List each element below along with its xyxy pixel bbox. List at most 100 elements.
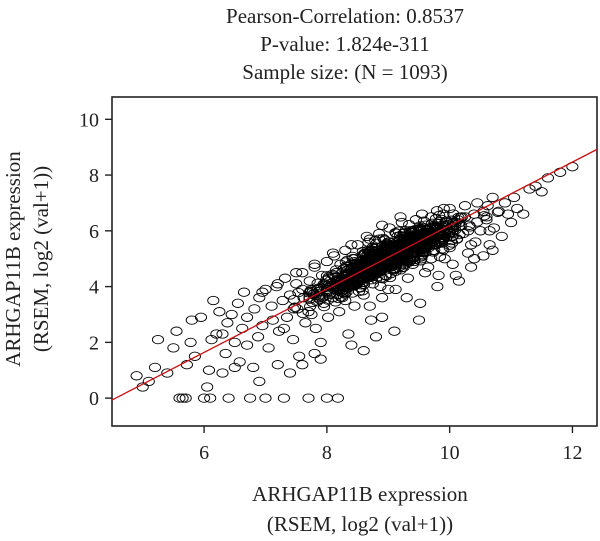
data-point [290,279,303,289]
data-point [415,209,429,219]
data-point [244,393,257,403]
data-point [416,249,429,260]
data-point [471,217,484,227]
scatter-points [130,162,579,403]
data-point [487,223,500,233]
data-point [362,273,375,283]
data-point [433,210,446,221]
data-point [352,286,366,297]
data-point [346,251,359,262]
data-point [348,301,361,311]
data-point [237,287,251,297]
data-point [422,262,435,272]
data-point [486,192,499,203]
x-tick-label: 12 [562,442,582,464]
data-point [486,245,499,255]
data-point [394,212,407,222]
y-tick-label: 10 [79,109,99,131]
data-point [296,308,309,319]
data-point [338,289,351,299]
data-point [231,298,244,308]
data-point [449,270,462,281]
data-point [465,240,478,250]
data-point [311,283,324,293]
data-point [328,251,341,261]
chart-title-pvalue: P-value: 1.824e-311 [260,32,430,56]
x-axis: 6 8 10 12 [199,426,582,464]
data-point [357,346,370,356]
data-point [222,393,235,403]
data-point [308,348,321,359]
y-tick-label: 2 [89,332,99,354]
data-point [345,340,358,350]
data-point [309,323,322,334]
data-point [288,302,302,312]
data-point [409,215,422,225]
data-point [462,248,475,258]
x-tick-label: 10 [440,442,460,464]
data-point [276,295,289,306]
data-point [329,297,342,307]
data-point [241,340,254,350]
data-point [491,207,504,217]
data-point [342,329,355,339]
data-point [401,273,414,283]
data-point [331,289,344,300]
data-point [345,240,358,250]
data-point [142,376,155,387]
data-point [376,293,389,303]
data-point [296,360,309,370]
data-point [480,212,493,222]
data-point [362,237,375,247]
data-point [179,393,192,403]
data-point [474,226,487,236]
data-point [303,288,316,298]
data-point [210,329,223,339]
data-point [511,203,524,214]
y-tick-label: 4 [89,277,99,299]
y-tick-label: 0 [89,388,99,410]
data-point [429,214,442,224]
data-point [339,245,352,255]
data-point [405,226,419,236]
data-point [370,268,383,278]
data-point [322,312,335,322]
data-point [253,376,266,387]
data-point [469,237,482,247]
data-point [419,268,432,278]
data-point [498,198,511,208]
data-point [495,231,508,242]
data-point [529,181,542,191]
data-point [320,393,333,403]
data-point [130,371,143,381]
data-point [369,332,383,342]
data-point [228,362,241,373]
data-point [374,254,387,264]
data-point [262,343,275,353]
data-point [399,233,412,243]
data-point [405,232,418,242]
data-point [279,273,292,283]
data-point [290,268,303,278]
data-point [314,337,327,348]
x-axis-label-units: (RSEM, log2 (val+1)) [266,512,454,536]
data-point [310,288,323,298]
data-point [535,187,548,197]
data-point [313,294,327,305]
data-point [382,239,396,249]
data-point [299,318,312,328]
data-point [388,326,401,336]
y-tick-label: 6 [89,221,99,243]
data-point [415,225,428,235]
plot-frame [111,96,598,427]
data-point [321,283,334,293]
chart-title-sample-size: Sample size: (N = 1093) [242,60,448,84]
data-point [364,267,377,277]
data-point [376,220,389,230]
data-point [443,242,456,253]
data-point [400,293,413,303]
data-point [452,276,465,286]
data-point [259,393,272,403]
data-point [302,307,315,317]
data-point [369,235,382,246]
